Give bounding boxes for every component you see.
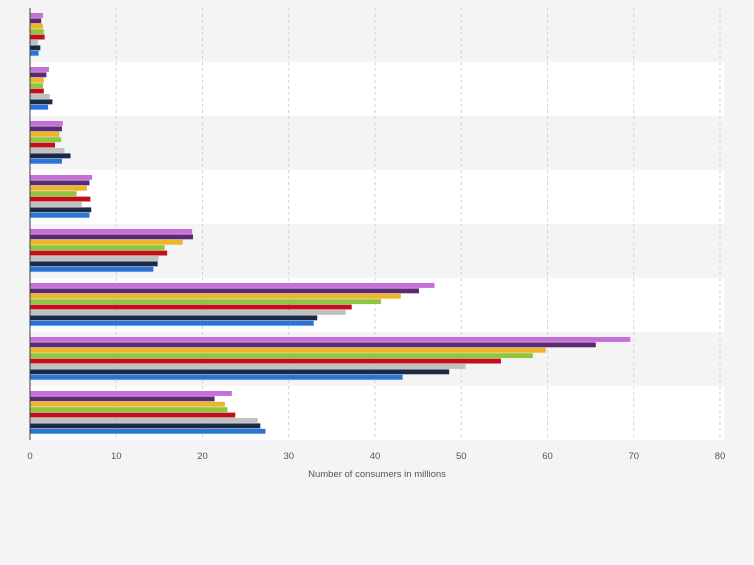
bar [30, 72, 47, 78]
bar [30, 13, 43, 18]
bar [30, 288, 419, 294]
bar [30, 137, 62, 143]
x-tick-label: 50 [456, 451, 467, 462]
bar [30, 180, 90, 186]
bar [30, 261, 158, 267]
bar [30, 234, 194, 240]
bar [30, 185, 87, 191]
category-band [30, 170, 724, 224]
category-band [30, 8, 724, 62]
bar [30, 40, 38, 45]
bar [30, 50, 39, 56]
bar [30, 18, 42, 24]
bar [30, 337, 631, 342]
bar [30, 428, 266, 434]
bar [30, 358, 501, 364]
bar [30, 412, 236, 418]
bar [30, 374, 403, 380]
bar [30, 77, 44, 83]
bar [30, 250, 168, 256]
bar [30, 191, 77, 197]
bar [30, 83, 43, 89]
bar [30, 99, 53, 105]
x-axis-label: Number of consumers in millions [308, 469, 446, 480]
bar [30, 158, 62, 164]
x-tick-label: 80 [715, 451, 726, 462]
bar [30, 299, 382, 305]
bar [30, 196, 91, 202]
bar [30, 88, 44, 94]
bar [30, 126, 62, 132]
category-band [30, 116, 724, 170]
x-tick-labels: 0 10 20 30 40 50 60 70 80 [27, 451, 725, 462]
bar [30, 207, 92, 213]
bar [30, 202, 82, 207]
bar [30, 347, 546, 353]
x-tick-label: 70 [628, 451, 639, 462]
bar [30, 423, 261, 429]
x-tick-label: 10 [111, 451, 122, 462]
bar [30, 310, 346, 315]
bar [30, 407, 228, 413]
bar [30, 418, 258, 423]
bar [30, 148, 65, 153]
bar [30, 293, 401, 299]
bar [30, 266, 154, 272]
bar [30, 67, 49, 72]
bar [30, 283, 435, 288]
bar [30, 212, 90, 218]
x-tick-label: 0 [27, 451, 32, 462]
bar [30, 121, 63, 126]
bar [30, 142, 56, 148]
bar [30, 353, 533, 359]
bar [30, 229, 193, 234]
bar [30, 391, 232, 396]
bars [30, 13, 631, 434]
bar [30, 239, 183, 245]
x-tick-label: 30 [283, 451, 294, 462]
bar [30, 401, 225, 407]
bar [30, 369, 450, 375]
bar [30, 153, 71, 159]
bar [30, 45, 41, 51]
x-tick-label: 40 [370, 451, 381, 462]
x-tick-label: 20 [197, 451, 208, 462]
bar [30, 304, 352, 310]
bar [30, 320, 314, 326]
bar [30, 396, 215, 402]
category-band [30, 62, 724, 116]
bar [30, 94, 50, 99]
bar [30, 315, 318, 321]
bar [30, 256, 159, 261]
bar [30, 364, 466, 369]
bar [30, 245, 165, 251]
x-tick-label: 60 [542, 451, 553, 462]
bar [30, 104, 49, 110]
bar [30, 342, 596, 348]
bar [30, 175, 93, 180]
bar [30, 131, 60, 137]
bar [30, 34, 45, 40]
bar [30, 23, 43, 29]
bar [30, 29, 44, 35]
